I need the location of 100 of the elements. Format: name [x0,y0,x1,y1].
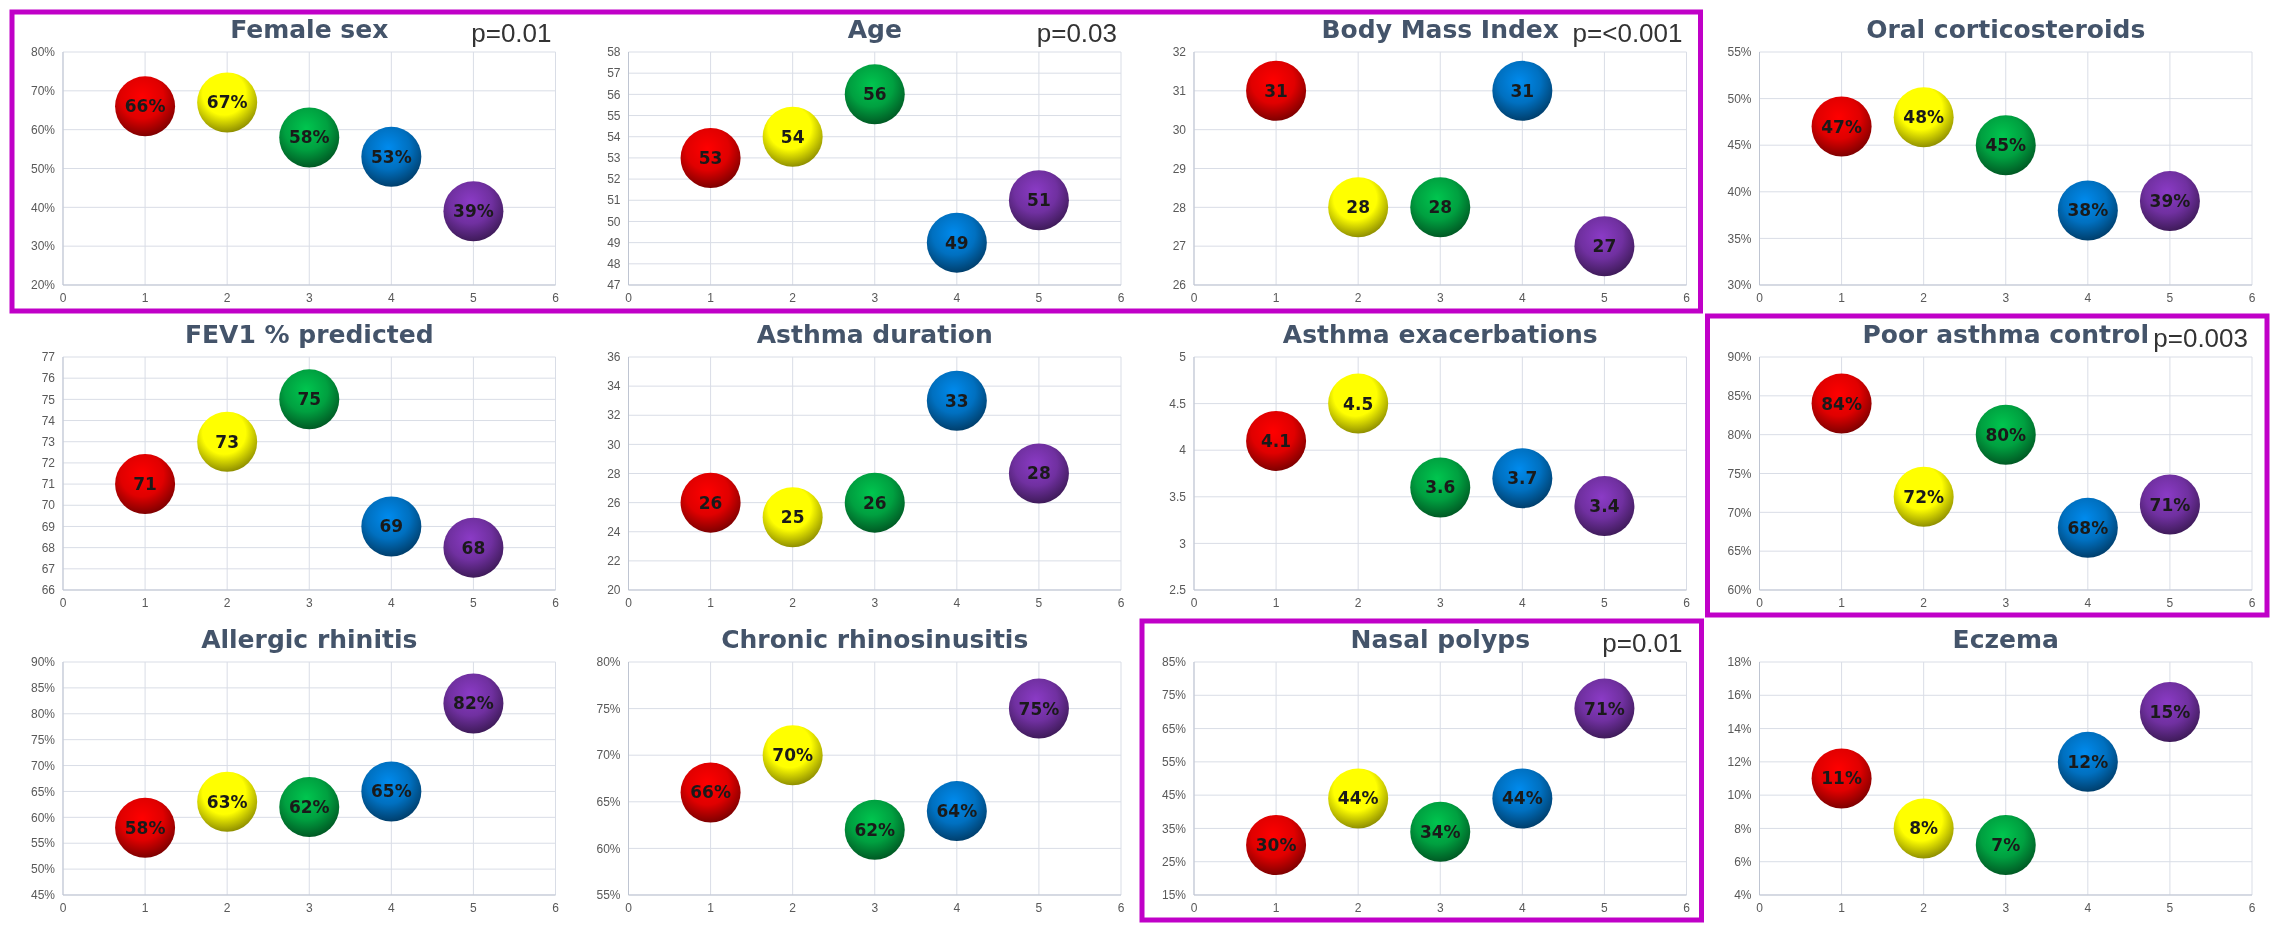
data-label: 25 [780,507,805,528]
x-tick-label: 1 [1838,901,1846,915]
x-tick-label: 2 [223,596,231,610]
x-tick-label: 0 [1756,901,1764,915]
y-tick-label: 4% [1734,888,1752,903]
y-tick-label: 45% [30,888,56,903]
y-tick-label: 53 [607,151,621,166]
y-tick-label: 31 [1172,84,1187,99]
point [279,369,340,430]
y-tick-label: 69 [41,519,56,534]
y-tick-label: 80% [30,706,56,721]
x-tick-label: 0 [1190,291,1198,305]
x-tick-label: 5 [470,901,478,915]
data-label: 30% [1255,835,1297,856]
x-tick-label: 2 [1354,291,1362,305]
y-tick-label: 50% [1727,91,1752,106]
chart-title: Chronic rhinosinusitis [721,625,1029,654]
data-label: 34% [1419,821,1461,842]
x-tick-label: 5 [470,596,478,610]
y-tick-label: 55% [1727,45,1752,60]
y-tick-label: 75% [1727,466,1752,481]
x-tick-label: 6 [1117,901,1125,915]
y-tick-label: 20 [607,583,621,598]
chart-title: Eczema [1952,625,2059,654]
x-tick-label: 0 [1756,596,1764,610]
data-label: 56 [862,84,887,105]
data-label: 47% [1821,116,1862,137]
x-tick-label: 5 [1601,596,1609,610]
y-tick-label: 28 [1172,200,1187,215]
y-tick-label: 80% [596,655,621,670]
y-tick-label: 57 [607,66,621,81]
data-label: 75% [1018,698,1060,719]
data-label: 75 [297,389,322,410]
point [1492,60,1553,121]
data-label: 15% [2149,701,2191,722]
data-label: 62% [288,796,330,817]
data-label: 71% [2149,494,2191,515]
x-tick-label: 6 [1117,596,1125,610]
text: p=0.01 [471,18,552,48]
chart-title: Age [847,15,902,44]
chart-title: FEV1 % predicted [184,320,434,349]
x-tick-label: 0 [59,901,67,915]
x-tick-label: 1 [141,596,149,610]
y-tick-label: 75 [41,392,56,407]
y-tick-label: 55 [607,108,621,123]
y-tick-label: 56 [607,87,621,102]
point [680,472,741,533]
x-tick-label: 0 [1756,291,1764,305]
x-tick-label: 3 [305,291,313,305]
data-label: 66% [690,782,731,803]
x-tick-label: 2 [1920,291,1928,305]
data-label: 67% [206,92,248,113]
x-tick-label: 2 [789,596,797,610]
y-tick-label: 70% [1727,505,1752,520]
data-label: 4.5 [1343,393,1374,414]
x-tick-label: 6 [1683,291,1691,305]
y-tick-label: 3.5 [1169,490,1187,504]
y-tick-label: 45% [1727,138,1752,153]
y-tick-label: 50 [607,214,621,229]
y-tick-label: 16% [1727,688,1752,703]
y-tick-label: 77 [41,350,56,365]
y-tick-label: 22 [607,554,621,569]
data-label: 28 [1027,463,1051,484]
data-label: 38% [2067,200,2109,221]
data-label: 63% [206,791,248,812]
data-label: 33 [945,390,969,411]
data-label: 82% [453,693,494,714]
y-tick-label: 70% [30,758,56,773]
x-tick-label: 0 [1190,596,1198,610]
y-tick-label: 80% [1727,427,1752,442]
y-tick-label: 60% [30,810,56,825]
y-tick-label: 72 [41,456,56,471]
x-tick-label: 3 [1436,901,1444,915]
x-tick-label: 2 [1920,596,1928,610]
chart-title: Asthma exacerbations [1282,320,1598,349]
data-label: 4.1 [1261,430,1292,451]
data-label: 73 [215,431,239,452]
point [1008,170,1069,231]
data-label: 44% [1337,788,1379,809]
x-tick-label: 5 [1035,901,1043,915]
point [762,106,823,167]
y-tick-label: 5 [1179,350,1187,365]
y-tick-label: 50% [30,161,56,176]
x-tick-label: 1 [707,596,715,610]
data-label: 28 [1346,197,1370,218]
x-tick-label: 6 [552,596,560,610]
point [1246,60,1307,121]
y-tick-label: 32 [607,408,621,423]
x-tick-label: 3 [1436,291,1444,305]
x-tick-label: 3 [2002,901,2010,915]
y-tick-label: 40% [1727,185,1752,199]
x-tick-label: 1 [1838,596,1846,610]
data-label: 26 [862,492,887,513]
y-tick-label: 60% [596,841,621,856]
point [361,496,422,557]
x-tick-label: 2 [1354,901,1362,915]
y-tick-label: 26 [1172,278,1187,293]
y-tick-label: 28 [607,466,621,481]
chart-title: Oral corticosteroids [1866,15,2146,44]
y-tick-label: 18% [1727,655,1752,670]
